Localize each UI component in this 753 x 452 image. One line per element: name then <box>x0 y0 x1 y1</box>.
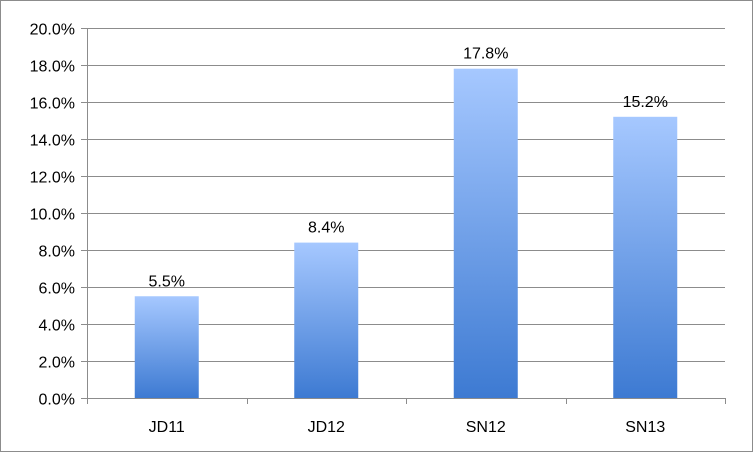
y-tick-label: 12.0% <box>30 170 75 187</box>
y-tick-label: 20.0% <box>30 22 75 39</box>
axes <box>81 28 726 404</box>
labels: 0.0% 2.0% 4.0% 6.0% 8.0% 10.0% 12.0% 14.0% 16.0%… <box>30 22 668 437</box>
y-tick-label: 10.0% <box>30 207 75 224</box>
bars <box>134 68 678 399</box>
bar-sn12 <box>453 68 518 398</box>
category-label: SN13 <box>625 419 665 436</box>
data-label: 5.5% <box>149 273 185 290</box>
category-label: SN12 <box>466 419 506 436</box>
y-tick-label: 4.0% <box>39 318 75 335</box>
bar-jd12 <box>294 242 359 398</box>
y-tick-label: 16.0% <box>30 96 75 113</box>
data-label: 8.4% <box>308 220 344 237</box>
category-label: JD12 <box>308 419 345 436</box>
data-label: 17.8% <box>463 46 508 63</box>
y-tick-label: 18.0% <box>30 59 75 76</box>
category-label: JD11 <box>149 419 185 436</box>
y-tick-label: 6.0% <box>39 281 75 298</box>
bar-sn13 <box>613 116 678 399</box>
y-tick-label: 14.0% <box>30 133 75 150</box>
y-tick-label: 2.0% <box>39 355 75 372</box>
bar-jd11 <box>134 296 199 398</box>
y-tick-label: 0.0% <box>39 392 75 409</box>
y-tick-label: 8.0% <box>39 244 75 261</box>
data-label: 15.2% <box>623 94 668 111</box>
